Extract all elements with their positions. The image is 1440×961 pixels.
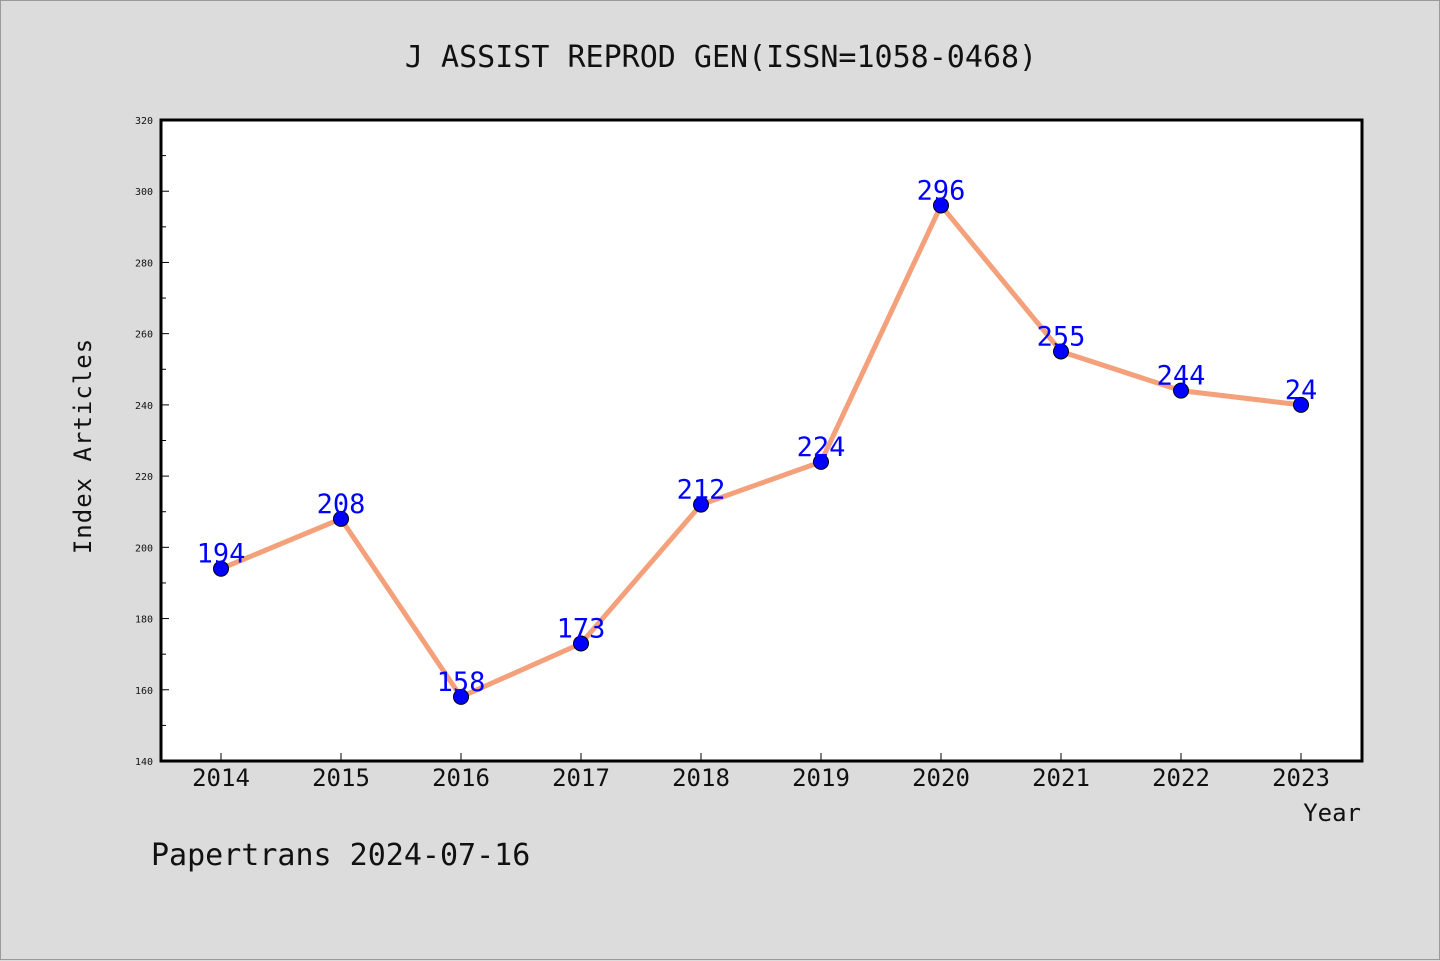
y-tick-label: 140 (135, 757, 153, 768)
data-point (693, 496, 709, 513)
plot-area (159, 118, 1364, 763)
data-label: 255 (1037, 321, 1086, 352)
data-label: 194 (197, 539, 246, 570)
x-axis-label: Year (1303, 799, 1361, 827)
y-tick-label: 200 (135, 543, 153, 554)
data-point (933, 197, 949, 214)
y-tick-label: 280 (135, 258, 153, 269)
data-point (333, 510, 349, 527)
x-axis: 2014 2015 2016 2017 2018 2019 2020 2021 2022 2023 (192, 753, 1330, 792)
data-point (213, 560, 229, 577)
y-tick-label: 180 (135, 615, 153, 626)
x-tick-label: 2016 (432, 764, 490, 792)
y-tick-label: 160 (135, 686, 153, 697)
y-axis-label: Index Articles (69, 338, 97, 554)
data-label: 244 (1157, 361, 1206, 392)
data-label: 296 (917, 175, 966, 206)
x-tick-label: 2018 (672, 764, 730, 792)
data-label: 212 (677, 475, 726, 506)
x-tick-label: 2019 (792, 764, 850, 792)
x-tick-label: 2020 (912, 764, 970, 792)
data-point (573, 635, 589, 652)
x-tick-label: 2021 (1032, 764, 1090, 792)
data-point (453, 688, 469, 705)
footer-text: Papertrans 2024-07-16 (151, 838, 530, 873)
y-tick-label: 300 (135, 187, 153, 198)
x-tick-label: 2014 (192, 764, 250, 792)
series: 194 208 158 173 212 224 296 255 244 24 (197, 175, 1318, 705)
data-label: 24 (1285, 375, 1318, 406)
y-tick-label: 240 (135, 401, 153, 412)
data-label: 224 (797, 432, 846, 463)
data-point (1293, 396, 1309, 413)
y-axis: 140 160 180 200 220 240 260 280 300 320 (135, 116, 169, 768)
x-tick-label: 2023 (1272, 764, 1330, 792)
x-tick-label: 2017 (552, 764, 610, 792)
x-tick-label: 2015 (312, 764, 370, 792)
data-point (1053, 343, 1069, 360)
chart-title: J ASSIST REPROD GEN(ISSN=1058-0468) (405, 40, 1037, 75)
data-label: 173 (557, 613, 606, 644)
y-tick-label: 320 (135, 116, 153, 127)
data-label: 158 (437, 667, 486, 698)
x-tick-label: 2022 (1152, 764, 1210, 792)
y-tick-label: 260 (135, 330, 153, 341)
series-line (220, 202, 1302, 700)
data-point (1173, 382, 1189, 399)
data-label: 208 (317, 489, 366, 520)
y-tick-label: 220 (135, 472, 153, 483)
data-point (813, 453, 829, 470)
